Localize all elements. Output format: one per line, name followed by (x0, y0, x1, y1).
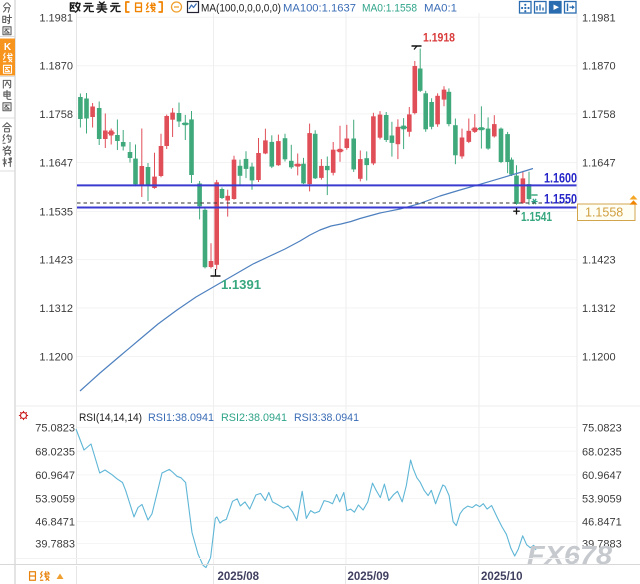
svg-text:53.9059: 53.9059 (582, 494, 622, 506)
svg-text:1.1918: 1.1918 (423, 31, 455, 45)
svg-text:RSI3:38.0941: RSI3:38.0941 (294, 412, 359, 424)
svg-text:K: K (4, 42, 12, 53)
svg-text:1.1647: 1.1647 (39, 158, 73, 170)
svg-text:2025/08: 2025/08 (218, 571, 260, 583)
svg-text:1.1758: 1.1758 (39, 109, 73, 121)
svg-text:60.9647: 60.9647 (582, 470, 622, 482)
svg-text:53.9059: 53.9059 (35, 494, 75, 506)
svg-text:1.1541: 1.1541 (521, 209, 552, 224)
svg-text:1.1870: 1.1870 (582, 61, 616, 73)
svg-text:39.7883: 39.7883 (35, 539, 75, 551)
svg-text:2025/10: 2025/10 (481, 571, 523, 583)
svg-text:1.1200: 1.1200 (582, 352, 616, 364)
svg-text:RSI1:38.0941: RSI1:38.0941 (148, 412, 214, 424)
svg-text:1.1312: 1.1312 (582, 303, 616, 315)
svg-text:1.1550: 1.1550 (544, 192, 577, 207)
svg-text:1.1535: 1.1535 (39, 207, 73, 219)
svg-text:68.0235: 68.0235 (35, 446, 75, 458)
svg-text:1.1981: 1.1981 (582, 12, 616, 24)
svg-text:RSI2:38.0941: RSI2:38.0941 (221, 412, 287, 424)
svg-text:1.1600: 1.1600 (544, 171, 577, 186)
svg-text:1.1647: 1.1647 (582, 158, 616, 170)
svg-text:MA(100,0,0,0,0,0): MA(100,0,0,0,0,0) (201, 2, 281, 14)
svg-text:1.1391: 1.1391 (221, 278, 261, 292)
svg-text:FX678: FX678 (527, 540, 613, 570)
svg-text:1.1423: 1.1423 (582, 255, 616, 267)
svg-text:75.0823: 75.0823 (35, 423, 75, 435)
svg-text:39.7883: 39.7883 (582, 539, 622, 551)
svg-text:1.1981: 1.1981 (39, 12, 73, 24)
svg-text:68.0235: 68.0235 (582, 446, 622, 458)
svg-text:1.1423: 1.1423 (39, 255, 73, 267)
svg-text:MA0:1.1558: MA0:1.1558 (362, 2, 417, 14)
svg-text:46.8471: 46.8471 (582, 517, 622, 529)
svg-text:MA0:1: MA0:1 (424, 2, 457, 14)
svg-text:1.1870: 1.1870 (39, 61, 73, 73)
svg-text:MA100:1.1637: MA100:1.1637 (283, 2, 356, 14)
svg-text:60.9647: 60.9647 (35, 470, 75, 482)
svg-text:1.1758: 1.1758 (582, 109, 616, 121)
svg-text:75.0823: 75.0823 (582, 423, 622, 435)
svg-text:1.1312: 1.1312 (39, 303, 73, 315)
svg-text:1.1558: 1.1558 (585, 206, 623, 220)
svg-text:RSI(14,14,14): RSI(14,14,14) (79, 412, 142, 424)
svg-text:2025/09: 2025/09 (348, 571, 390, 583)
svg-text:1.1200: 1.1200 (39, 352, 73, 364)
svg-text:46.8471: 46.8471 (35, 517, 75, 529)
